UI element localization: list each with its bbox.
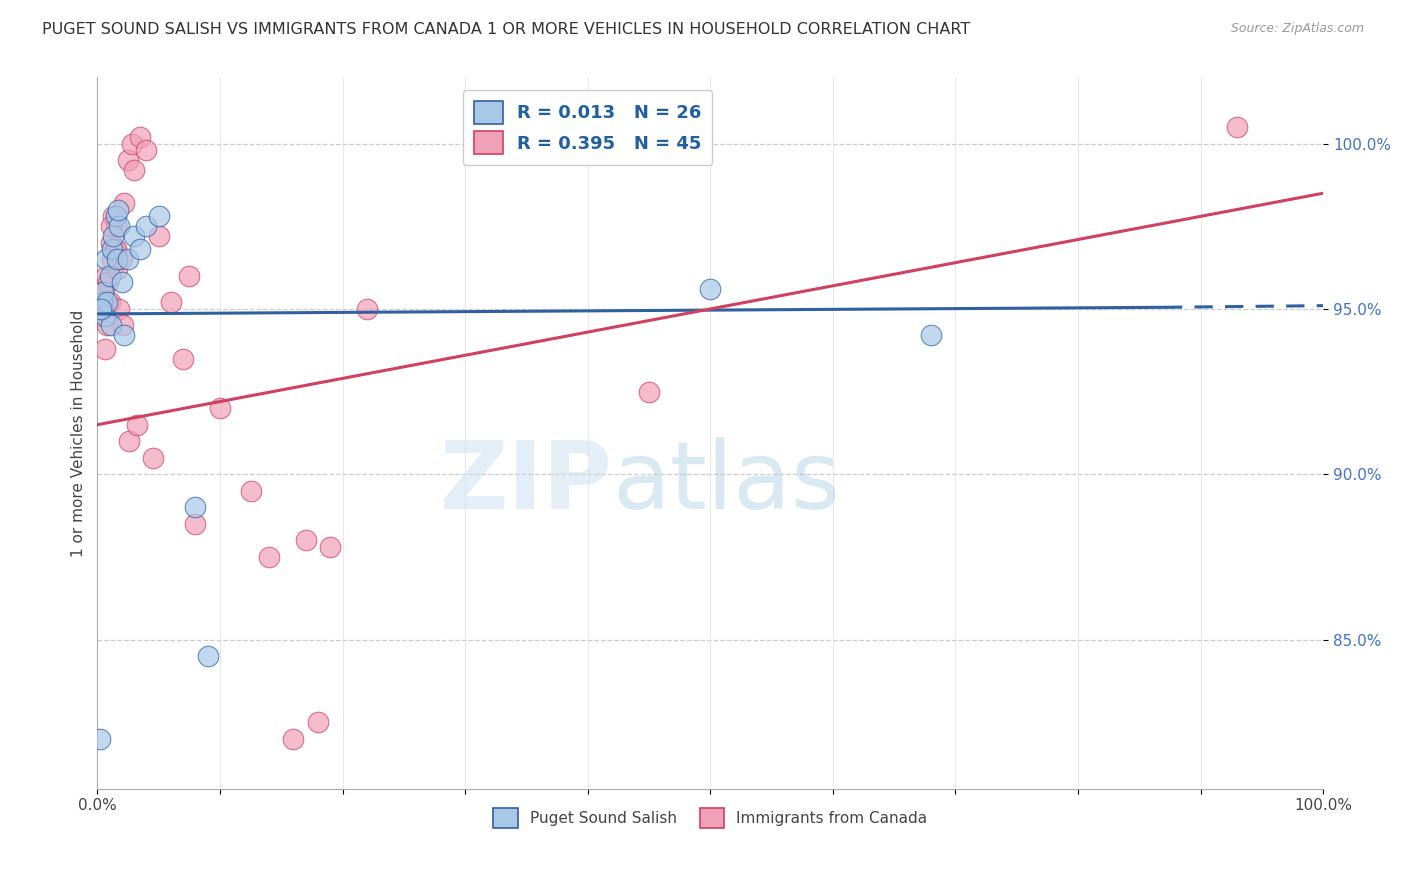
Point (89, 301, 111, 316)
Point (101, 252, 124, 267)
Y-axis label: 1 or more Vehicles in Household: 1 or more Vehicles in Household (72, 310, 86, 557)
Text: Source: ZipAtlas.com: Source: ZipAtlas.com (1230, 22, 1364, 36)
Point (257, 549, 280, 564)
Point (111, 252, 134, 267)
Point (208, 401, 231, 416)
Point (94, 252, 117, 267)
Point (172, 351, 194, 366)
Text: atlas: atlas (612, 437, 841, 529)
Point (112, 328, 135, 343)
Point (90, 309, 112, 323)
Point (239, 483, 262, 498)
Point (93, 309, 115, 323)
Point (93, 285, 115, 300)
Point (356, 301, 378, 316)
Point (98, 268, 121, 283)
Point (160, 295, 183, 310)
Point (129, 130, 152, 145)
Point (93, 285, 115, 300)
Text: PUGET SOUND SALISH VS IMMIGRANTS FROM CANADA 1 OR MORE VEHICLES IN HOUSEHOLD COR: PUGET SOUND SALISH VS IMMIGRANTS FROM CA… (42, 22, 970, 37)
Point (100, 235, 122, 250)
Point (179, 268, 201, 283)
Point (184, 500, 207, 515)
Point (117, 153, 139, 168)
Point (111, 276, 134, 290)
Point (148, 210, 170, 224)
Point (101, 243, 124, 257)
Legend: Puget Sound Salish, Immigrants from Canada: Puget Sound Salish, Immigrants from Cana… (486, 803, 934, 834)
Point (122, 229, 145, 244)
Point (94, 342, 117, 356)
Point (920, 328, 942, 343)
Point (104, 219, 127, 234)
Point (129, 243, 152, 257)
Point (105, 243, 128, 257)
Point (108, 219, 131, 234)
Point (148, 229, 170, 244)
Point (118, 434, 141, 449)
Point (1226, 120, 1249, 134)
Point (122, 163, 145, 178)
Point (638, 384, 661, 399)
Point (112, 196, 135, 211)
Point (96, 318, 118, 333)
Point (103, 229, 125, 244)
Point (98, 295, 121, 310)
Point (91, 295, 114, 310)
Point (107, 202, 129, 217)
Point (97, 276, 120, 290)
Point (294, 533, 316, 548)
Point (141, 450, 163, 465)
Point (96, 295, 118, 310)
Point (94, 268, 117, 283)
Point (283, 731, 305, 746)
Point (112, 318, 135, 333)
Point (197, 649, 219, 664)
Point (125, 417, 148, 432)
Point (135, 219, 157, 234)
Point (105, 252, 128, 267)
Point (184, 516, 207, 531)
Point (121, 136, 143, 151)
Point (117, 252, 139, 267)
Point (699, 282, 721, 296)
Point (89, 731, 111, 746)
Point (307, 715, 329, 730)
Point (93, 295, 115, 310)
Point (104, 210, 127, 224)
Point (319, 540, 342, 554)
Point (135, 143, 157, 157)
Point (108, 301, 131, 316)
Point (103, 243, 125, 257)
Point (90, 301, 112, 316)
Point (100, 318, 122, 333)
Point (91, 301, 114, 316)
Point (105, 262, 128, 277)
Point (103, 210, 125, 224)
Point (100, 219, 122, 234)
Text: ZIP: ZIP (439, 437, 612, 529)
